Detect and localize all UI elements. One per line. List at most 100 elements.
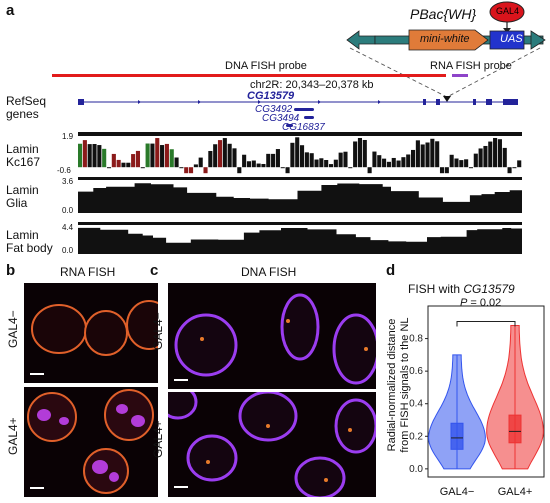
panel-c-row1-label: GAL4− bbox=[151, 312, 165, 351]
glia-track bbox=[78, 177, 522, 213]
track-bar bbox=[164, 143, 169, 168]
track-bar bbox=[468, 167, 474, 169]
track-bar bbox=[401, 157, 406, 168]
track-bar bbox=[246, 161, 252, 168]
gene-cg16837: CG16837 bbox=[282, 122, 325, 133]
track-bar bbox=[261, 163, 266, 168]
dna-fish-gal4-minus-image bbox=[168, 283, 376, 389]
panel-a-label: a bbox=[6, 2, 15, 19]
rna-probe-label: RNA FISH probe bbox=[430, 60, 512, 72]
construct-right-arrow bbox=[530, 30, 546, 50]
y-tick-label: 0.8 bbox=[409, 334, 423, 345]
track-bar bbox=[227, 143, 232, 168]
track-bar bbox=[92, 144, 97, 168]
uas-box bbox=[489, 30, 525, 50]
refseq-label-line1: RefSeq bbox=[6, 94, 47, 108]
track-bar bbox=[348, 167, 353, 169]
track-bar bbox=[439, 167, 445, 174]
mini-white-label: mini-white bbox=[420, 33, 470, 45]
y-tick-label: 0.0 bbox=[409, 464, 423, 475]
track-bar bbox=[309, 153, 314, 168]
x-category-label: GAL4− bbox=[440, 486, 475, 498]
track-bar bbox=[179, 167, 184, 169]
fatbody-min: 0.0 bbox=[62, 246, 74, 255]
track-bar bbox=[295, 137, 300, 168]
kc167-label-line2: Kc167 bbox=[6, 155, 41, 169]
plot-frame bbox=[427, 305, 545, 478]
track-bar bbox=[328, 164, 334, 168]
gene-cg3494: CG3494 bbox=[262, 113, 300, 124]
track-profile bbox=[78, 183, 522, 213]
track-bar bbox=[217, 140, 223, 168]
panel-d-label: d bbox=[386, 262, 396, 279]
track-bar bbox=[430, 138, 435, 168]
panel-b-row2-label: GAL4+ bbox=[6, 417, 20, 456]
rna-probe-bar bbox=[452, 74, 468, 77]
track-bar bbox=[242, 154, 247, 168]
track-bar bbox=[493, 137, 498, 168]
ylabel-line1: Radial-normalized distance bbox=[386, 318, 398, 452]
glia-max: 3.6 bbox=[62, 177, 74, 186]
track-bar bbox=[198, 157, 203, 168]
track-bar bbox=[415, 140, 420, 168]
panel-c-row1-text: GAL4− bbox=[151, 312, 165, 350]
track-bar bbox=[507, 167, 512, 174]
panel-c-row2-text: GAL4+ bbox=[151, 420, 165, 458]
fatbody-label-line1: Lamin bbox=[6, 228, 39, 242]
kc167-label-line1: Lamin bbox=[6, 142, 39, 156]
track-bar bbox=[280, 167, 285, 169]
track-bar bbox=[512, 167, 517, 169]
track-bar bbox=[266, 153, 271, 168]
panel-b-title: RNA FISH bbox=[60, 265, 116, 279]
track-bar bbox=[304, 152, 309, 168]
violin-box bbox=[508, 414, 522, 444]
track-bar bbox=[497, 139, 502, 168]
construct-diagram bbox=[346, 1, 546, 51]
track-bar bbox=[285, 167, 290, 174]
track-bar bbox=[290, 142, 295, 168]
track-bar bbox=[121, 162, 126, 168]
track-bar bbox=[102, 148, 107, 168]
track-bar bbox=[464, 159, 469, 168]
track-bar bbox=[213, 144, 218, 168]
track-bar bbox=[338, 152, 343, 168]
track-bar bbox=[145, 143, 150, 168]
refseq-label: RefSeq genes bbox=[6, 95, 46, 121]
track-bar bbox=[444, 167, 449, 174]
track-bar bbox=[208, 150, 213, 168]
panel-d-title-gene: CG13579 bbox=[463, 282, 515, 296]
mini-white-arrow bbox=[408, 29, 489, 51]
panel-b-row2-text: GAL4+ bbox=[6, 417, 20, 455]
panel-c-title: DNA FISH bbox=[241, 265, 297, 279]
x-category-label: GAL4+ bbox=[498, 486, 533, 498]
track-bar bbox=[314, 159, 319, 168]
track-bar bbox=[169, 149, 174, 168]
track-bar bbox=[203, 167, 208, 174]
track-bar bbox=[111, 153, 116, 168]
track-bar bbox=[372, 151, 377, 168]
track-bar bbox=[343, 151, 348, 168]
track-bar bbox=[319, 158, 324, 168]
track-bar bbox=[367, 167, 372, 174]
violin-gal4-minus bbox=[428, 354, 486, 470]
track-bar bbox=[155, 138, 160, 168]
scale-bar bbox=[30, 373, 44, 375]
track-bar bbox=[473, 153, 478, 168]
scale-bar bbox=[174, 379, 188, 381]
panel-b-label: b bbox=[6, 262, 16, 279]
track-bar bbox=[357, 137, 363, 168]
track-top-band bbox=[78, 222, 522, 225]
panel-c-row2-label: GAL4+ bbox=[151, 420, 165, 459]
track-bar bbox=[222, 138, 227, 168]
track-bar bbox=[396, 160, 401, 168]
track-bar bbox=[411, 149, 416, 168]
track-bar bbox=[82, 140, 87, 168]
uas-label: UAS bbox=[500, 33, 523, 45]
glia-min: 0.0 bbox=[62, 206, 74, 215]
refseq-label-line2: genes bbox=[6, 107, 39, 121]
track-bar bbox=[116, 159, 121, 168]
track-bar bbox=[454, 158, 459, 168]
glia-label-line1: Lamin bbox=[6, 183, 39, 197]
pbac-title: PBac{WH} bbox=[410, 6, 477, 22]
kc167-track bbox=[78, 132, 522, 174]
